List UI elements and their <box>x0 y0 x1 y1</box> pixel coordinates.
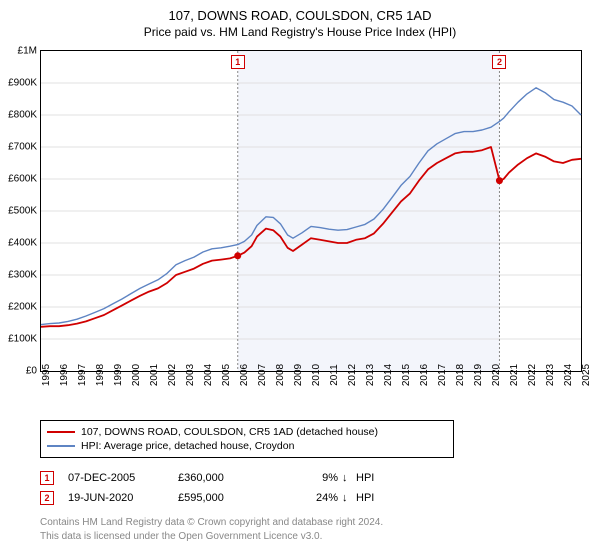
sale-date: 07-DEC-2005 <box>68 472 178 484</box>
x-tick-label: 2015 <box>401 364 412 386</box>
x-tick-label: 2012 <box>347 364 358 386</box>
x-tick-label: 2011 <box>329 364 340 386</box>
x-tick-label: 2018 <box>455 364 466 386</box>
sale-price: £360,000 <box>178 472 278 484</box>
y-tick-label: £300K <box>8 270 37 281</box>
y-tick-label: £900K <box>8 78 37 89</box>
plot-area: £0£100K£200K£300K£400K£500K£600K£700K£80… <box>40 50 582 372</box>
sale-date: 19-JUN-2020 <box>68 492 178 504</box>
x-tick-label: 1996 <box>59 364 70 386</box>
legend-line-icon <box>47 431 75 433</box>
x-tick-label: 2001 <box>149 364 160 386</box>
x-tick-label: 1997 <box>77 364 88 386</box>
y-tick-label: £700K <box>8 142 37 153</box>
x-tick-label: 1998 <box>95 364 106 386</box>
x-tick-label: 2005 <box>221 364 232 386</box>
x-tick-label: 2006 <box>239 364 250 386</box>
y-tick-label: £1M <box>18 46 37 57</box>
x-tick-label: 2007 <box>257 364 268 386</box>
x-tick-label: 2017 <box>437 364 448 386</box>
x-tick-label: 1995 <box>41 364 52 386</box>
x-tick-label: 2002 <box>167 364 178 386</box>
x-tick-label: 2008 <box>275 364 286 386</box>
y-tick-label: £200K <box>8 302 37 313</box>
x-tick-label: 2025 <box>581 364 592 386</box>
chart-subtitle: Price paid vs. HM Land Registry's House … <box>0 23 600 39</box>
x-tick-label: 1999 <box>113 364 124 386</box>
sale-pct: 24% <box>278 492 342 504</box>
footer-line: This data is licensed under the Open Gov… <box>40 530 383 544</box>
plot-svg <box>41 51 581 371</box>
y-tick-label: £100K <box>8 334 37 345</box>
down-arrow-icon: ↓ <box>342 472 356 484</box>
x-tick-label: 2024 <box>563 364 574 386</box>
event-marker-icon: 2 <box>492 55 506 69</box>
sale-price: £595,000 <box>178 492 278 504</box>
x-tick-label: 2014 <box>383 364 394 386</box>
footer-attribution: Contains HM Land Registry data © Crown c… <box>40 516 383 543</box>
legend-item-price-paid: 107, DOWNS ROAD, COULSDON, CR5 1AD (deta… <box>47 425 447 439</box>
chart-title: 107, DOWNS ROAD, COULSDON, CR5 1AD <box>0 0 600 23</box>
event-marker-icon: 1 <box>231 55 245 69</box>
y-tick-label: £0 <box>26 366 37 377</box>
legend-label: 107, DOWNS ROAD, COULSDON, CR5 1AD (deta… <box>81 426 378 438</box>
x-tick-label: 2019 <box>473 364 484 386</box>
x-tick-label: 2021 <box>509 364 520 386</box>
footer-line: Contains HM Land Registry data © Crown c… <box>40 516 383 530</box>
y-tick-label: £500K <box>8 206 37 217</box>
sales-table: 1 07-DEC-2005 £360,000 9% ↓ HPI 2 19-JUN… <box>40 468 386 508</box>
x-tick-label: 2016 <box>419 364 430 386</box>
down-arrow-icon: ↓ <box>342 492 356 504</box>
x-tick-label: 2009 <box>293 364 304 386</box>
chart-container: 107, DOWNS ROAD, COULSDON, CR5 1AD Price… <box>0 0 600 560</box>
y-tick-label: £400K <box>8 238 37 249</box>
sale-marker-icon: 2 <box>40 491 54 505</box>
sale-marker-icon: 1 <box>40 471 54 485</box>
x-tick-label: 2010 <box>311 364 322 386</box>
legend-line-icon <box>47 445 75 447</box>
y-tick-label: £600K <box>8 174 37 185</box>
legend-item-hpi: HPI: Average price, detached house, Croy… <box>47 439 447 453</box>
x-tick-label: 2022 <box>527 364 538 386</box>
x-tick-label: 2004 <box>203 364 214 386</box>
sale-vs-label: HPI <box>356 472 386 484</box>
legend-label: HPI: Average price, detached house, Croy… <box>81 440 294 452</box>
sale-pct: 9% <box>278 472 342 484</box>
sales-row: 1 07-DEC-2005 £360,000 9% ↓ HPI <box>40 468 386 488</box>
x-tick-label: 2020 <box>491 364 502 386</box>
legend: 107, DOWNS ROAD, COULSDON, CR5 1AD (deta… <box>40 420 454 458</box>
x-tick-label: 2013 <box>365 364 376 386</box>
y-tick-label: £800K <box>8 110 37 121</box>
x-tick-label: 2023 <box>545 364 556 386</box>
x-tick-label: 2000 <box>131 364 142 386</box>
sales-row: 2 19-JUN-2020 £595,000 24% ↓ HPI <box>40 488 386 508</box>
sale-vs-label: HPI <box>356 492 386 504</box>
x-tick-label: 2003 <box>185 364 196 386</box>
